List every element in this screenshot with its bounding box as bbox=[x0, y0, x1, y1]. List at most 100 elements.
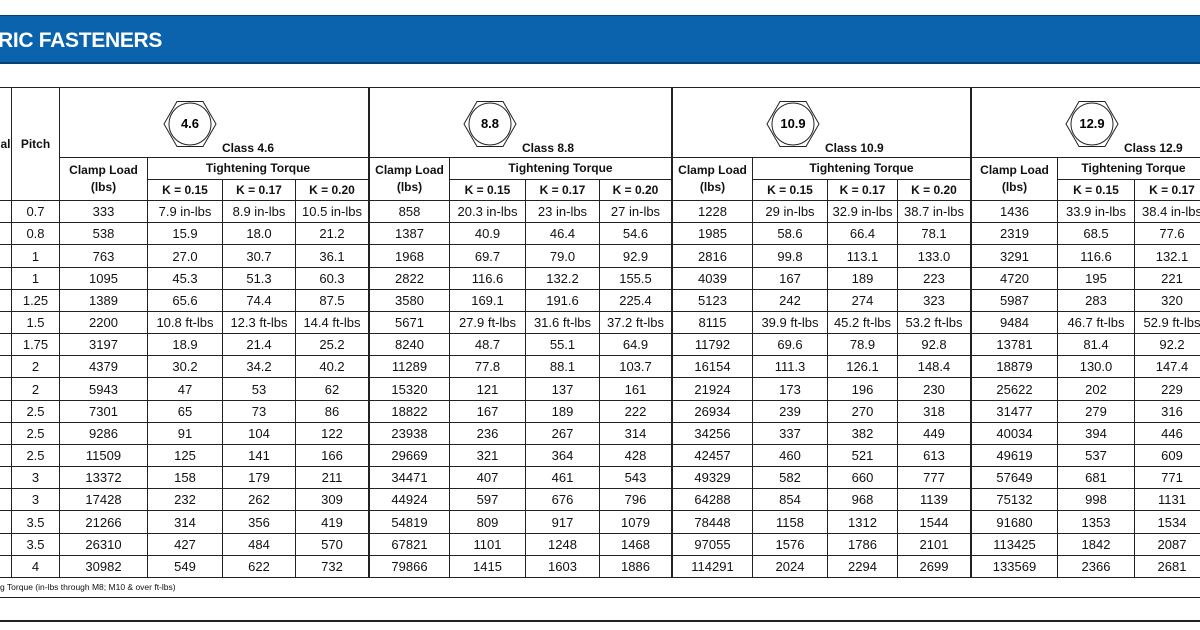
data-cell: 1101 bbox=[450, 534, 526, 556]
data-cell: 132.2 bbox=[526, 268, 600, 290]
size-cell bbox=[0, 556, 12, 578]
data-cell: 763 bbox=[60, 245, 148, 268]
data-cell: 333 bbox=[60, 201, 148, 223]
data-cell: 21.2 bbox=[296, 223, 370, 245]
data-cell: 461 bbox=[526, 467, 600, 489]
class-header: 4.6 Class 4.6 bbox=[60, 88, 370, 158]
data-cell: 283 bbox=[1058, 290, 1135, 312]
k-header: K = 0.15 bbox=[1058, 180, 1135, 201]
data-cell: 34256 bbox=[673, 423, 753, 445]
size-cell bbox=[0, 245, 12, 268]
data-cell: 141 bbox=[223, 445, 296, 467]
data-cell: 147.4 bbox=[1135, 356, 1200, 378]
data-cell: 92.9 bbox=[600, 245, 673, 268]
class-header: 8.8 Class 8.8 bbox=[370, 88, 673, 158]
pitch-cell: 3 bbox=[12, 489, 60, 511]
data-cell: 196 bbox=[828, 378, 898, 401]
data-cell: 211 bbox=[296, 467, 370, 489]
footnote: g Torque (in-lbs through M8; M10 & over … bbox=[0, 582, 176, 592]
data-cell: 125 bbox=[148, 445, 223, 467]
data-cell: 1312 bbox=[828, 511, 898, 534]
size-cell bbox=[0, 467, 12, 489]
size-cell bbox=[0, 511, 12, 534]
data-cell: 27.9 ft-lbs bbox=[450, 312, 526, 334]
data-cell: 78448 bbox=[673, 511, 753, 534]
data-cell: 1968 bbox=[370, 245, 450, 268]
data-cell: 570 bbox=[296, 534, 370, 556]
data-cell: 543 bbox=[600, 467, 673, 489]
hex-label: 4.6 bbox=[181, 116, 199, 131]
data-cell: 274 bbox=[828, 290, 898, 312]
size-cell bbox=[0, 401, 12, 423]
data-cell: 46.7 ft-lbs bbox=[1058, 312, 1135, 334]
data-cell: 521 bbox=[828, 445, 898, 467]
data-cell: 86 bbox=[296, 401, 370, 423]
bolt-icon: 10.9 bbox=[766, 100, 820, 148]
data-cell: 60.3 bbox=[296, 268, 370, 290]
data-cell: 122 bbox=[296, 423, 370, 445]
hex-label: 12.9 bbox=[1079, 116, 1104, 131]
data-cell: 121 bbox=[450, 378, 526, 401]
data-cell: 26934 bbox=[673, 401, 753, 423]
data-cell: 1985 bbox=[673, 223, 753, 245]
data-cell: 314 bbox=[600, 423, 673, 445]
data-cell: 42457 bbox=[673, 445, 753, 467]
size-cell bbox=[0, 378, 12, 401]
rule bbox=[0, 620, 1200, 622]
data-cell: 9286 bbox=[60, 423, 148, 445]
data-cell: 854 bbox=[753, 489, 828, 511]
data-cell: 189 bbox=[526, 401, 600, 423]
data-cell: 17428 bbox=[60, 489, 148, 511]
k-header: K = 0.15 bbox=[450, 180, 526, 201]
data-cell: 622 bbox=[223, 556, 296, 578]
data-cell: 167 bbox=[753, 268, 828, 290]
data-cell: 222 bbox=[600, 401, 673, 423]
data-cell: 40034 bbox=[972, 423, 1058, 445]
circle bbox=[1070, 102, 1114, 146]
data-cell: 27 in-lbs bbox=[600, 201, 673, 223]
data-cell: 29669 bbox=[370, 445, 450, 467]
data-cell: 364 bbox=[526, 445, 600, 467]
data-cell: 21266 bbox=[60, 511, 148, 534]
data-cell: 78.9 bbox=[828, 334, 898, 356]
clamp-load-title: Clamp Load bbox=[980, 163, 1049, 177]
data-cell: 1436 bbox=[972, 201, 1058, 223]
banner: RIC FASTENERS bbox=[0, 15, 1200, 64]
data-cell: 236 bbox=[450, 423, 526, 445]
data-cell: 18.0 bbox=[223, 223, 296, 245]
data-cell: 7301 bbox=[60, 401, 148, 423]
data-cell: 113.1 bbox=[828, 245, 898, 268]
data-cell: 1139 bbox=[898, 489, 972, 511]
data-cell: 18879 bbox=[972, 356, 1058, 378]
clamp-load-title: Clamp Load bbox=[375, 163, 444, 177]
k-header: K = 0.20 bbox=[898, 180, 972, 201]
data-cell: 1387 bbox=[370, 223, 450, 245]
data-cell: 21924 bbox=[673, 378, 753, 401]
hexagon bbox=[163, 100, 217, 148]
clamp-load-unit: (lbs) bbox=[699, 180, 726, 194]
data-cell: 104 bbox=[223, 423, 296, 445]
data-cell: 2816 bbox=[673, 245, 753, 268]
data-cell: 92.2 bbox=[1135, 334, 1200, 356]
data-cell: 46.4 bbox=[526, 223, 600, 245]
data-cell: 660 bbox=[828, 467, 898, 489]
data-cell: 34.2 bbox=[223, 356, 296, 378]
data-cell: 597 bbox=[450, 489, 526, 511]
data-cell: 133569 bbox=[972, 556, 1058, 578]
data-cell: 428 bbox=[600, 445, 673, 467]
data-cell: 232 bbox=[148, 489, 223, 511]
data-cell: 538 bbox=[60, 223, 148, 245]
data-cell: 1131 bbox=[1135, 489, 1200, 511]
data-cell: 221 bbox=[1135, 268, 1200, 290]
k-header: K = 0.20 bbox=[600, 180, 673, 201]
data-cell: 239 bbox=[753, 401, 828, 423]
data-cell: 69.7 bbox=[450, 245, 526, 268]
data-cell: 39.9 ft-lbs bbox=[753, 312, 828, 334]
data-cell: 173 bbox=[753, 378, 828, 401]
data-cell: 23938 bbox=[370, 423, 450, 445]
data-cell: 54819 bbox=[370, 511, 450, 534]
data-cell: 419 bbox=[296, 511, 370, 534]
data-cell: 7.9 in-lbs bbox=[148, 201, 223, 223]
pitch-cell: 3.5 bbox=[12, 534, 60, 556]
data-cell: 40.2 bbox=[296, 356, 370, 378]
